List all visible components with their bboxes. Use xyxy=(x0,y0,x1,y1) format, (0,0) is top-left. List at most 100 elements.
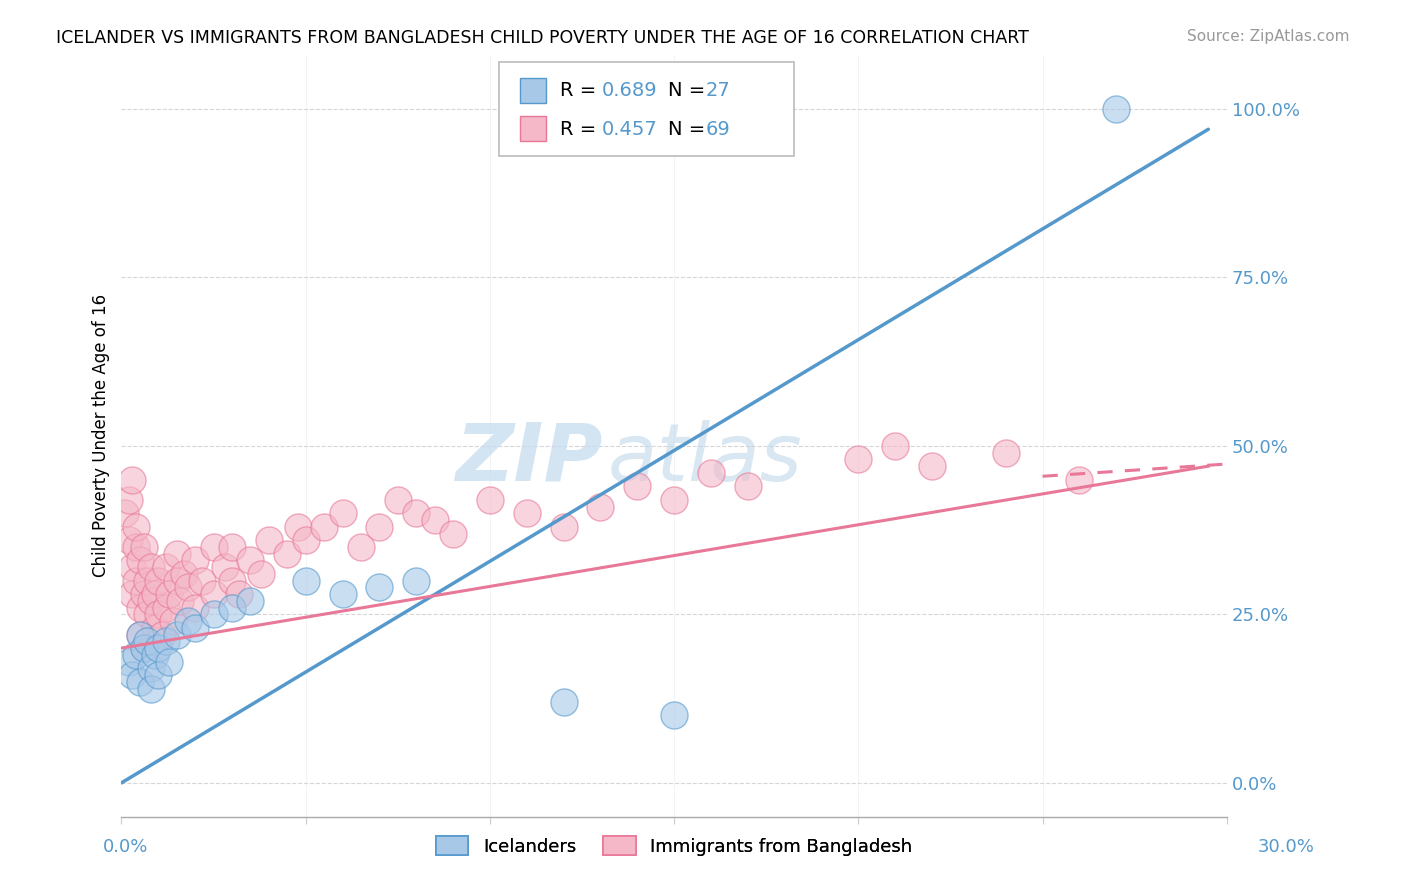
Point xyxy=(148,607,170,622)
Point xyxy=(128,553,150,567)
Point xyxy=(553,520,575,534)
Point xyxy=(553,695,575,709)
Point xyxy=(202,607,225,622)
Point xyxy=(143,587,166,601)
Point xyxy=(239,553,262,567)
Point xyxy=(257,533,280,548)
Point xyxy=(150,627,173,641)
Point xyxy=(221,574,243,588)
Point xyxy=(214,560,236,574)
Point xyxy=(294,533,316,548)
Text: R =: R = xyxy=(560,120,602,139)
Text: Source: ZipAtlas.com: Source: ZipAtlas.com xyxy=(1187,29,1350,44)
Point xyxy=(118,655,141,669)
Point xyxy=(177,614,200,628)
Text: 69: 69 xyxy=(706,120,731,139)
Point xyxy=(994,445,1017,459)
Point xyxy=(177,581,200,595)
Point xyxy=(368,520,391,534)
Point xyxy=(626,479,648,493)
Point xyxy=(173,566,195,581)
Point xyxy=(332,587,354,601)
Text: R =: R = xyxy=(560,81,602,101)
Point xyxy=(700,466,723,480)
Point xyxy=(128,627,150,641)
Point xyxy=(148,574,170,588)
Point xyxy=(121,587,143,601)
Point xyxy=(139,560,162,574)
Text: ZIP: ZIP xyxy=(456,419,602,498)
Point xyxy=(166,547,188,561)
Point xyxy=(250,566,273,581)
Point xyxy=(184,621,207,635)
Point xyxy=(441,526,464,541)
Point xyxy=(405,574,427,588)
Point xyxy=(516,506,538,520)
Point xyxy=(118,492,141,507)
Point xyxy=(121,560,143,574)
Point xyxy=(191,574,214,588)
Point xyxy=(1069,473,1091,487)
Point xyxy=(884,439,907,453)
Point xyxy=(202,587,225,601)
Text: 0.689: 0.689 xyxy=(602,81,658,101)
Point xyxy=(155,634,177,648)
Point xyxy=(143,648,166,662)
Point xyxy=(387,492,409,507)
Point xyxy=(221,540,243,554)
Point xyxy=(125,648,148,662)
Point xyxy=(162,614,184,628)
Point xyxy=(139,594,162,608)
Point xyxy=(125,574,148,588)
Point xyxy=(148,641,170,656)
Point xyxy=(169,594,191,608)
Text: 0.0%: 0.0% xyxy=(103,838,148,856)
Point xyxy=(239,594,262,608)
Point xyxy=(166,627,188,641)
Point xyxy=(202,540,225,554)
Text: 30.0%: 30.0% xyxy=(1258,838,1315,856)
Text: 27: 27 xyxy=(706,81,731,101)
Point xyxy=(136,634,159,648)
Point xyxy=(287,520,309,534)
Point xyxy=(221,600,243,615)
Point xyxy=(184,553,207,567)
Point xyxy=(228,587,250,601)
Text: atlas: atlas xyxy=(607,419,803,498)
Point xyxy=(136,607,159,622)
Text: 0.457: 0.457 xyxy=(602,120,658,139)
Point xyxy=(662,492,685,507)
Point xyxy=(478,492,501,507)
Point xyxy=(132,587,155,601)
Point xyxy=(128,674,150,689)
Point xyxy=(114,506,136,520)
Point xyxy=(312,520,335,534)
Text: N =: N = xyxy=(668,120,711,139)
Text: ICELANDER VS IMMIGRANTS FROM BANGLADESH CHILD POVERTY UNDER THE AGE OF 16 CORREL: ICELANDER VS IMMIGRANTS FROM BANGLADESH … xyxy=(56,29,1029,46)
Point xyxy=(157,655,180,669)
Point xyxy=(132,641,155,656)
Point xyxy=(155,560,177,574)
Point xyxy=(737,479,759,493)
Point xyxy=(132,641,155,656)
Point xyxy=(121,668,143,682)
Point xyxy=(423,513,446,527)
Point xyxy=(139,661,162,675)
Point xyxy=(139,681,162,696)
Legend: Icelanders, Immigrants from Bangladesh: Icelanders, Immigrants from Bangladesh xyxy=(427,827,921,864)
Point xyxy=(1105,102,1128,116)
Point xyxy=(128,600,150,615)
Point xyxy=(294,574,316,588)
Point xyxy=(148,668,170,682)
Point xyxy=(125,520,148,534)
Point xyxy=(405,506,427,520)
Point xyxy=(184,600,207,615)
Point xyxy=(125,540,148,554)
Text: N =: N = xyxy=(668,81,711,101)
Point xyxy=(128,627,150,641)
Point xyxy=(118,533,141,548)
Point xyxy=(155,600,177,615)
Y-axis label: Child Poverty Under the Age of 16: Child Poverty Under the Age of 16 xyxy=(93,294,110,577)
Point xyxy=(921,459,943,474)
Point xyxy=(276,547,298,561)
